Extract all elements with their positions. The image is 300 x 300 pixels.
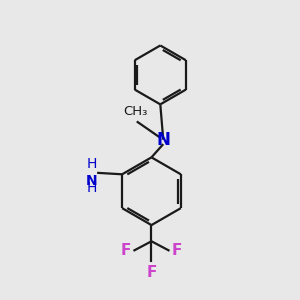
Text: H: H [87,181,97,195]
Text: N: N [156,131,170,149]
Text: F: F [172,243,182,258]
Text: F: F [121,243,131,258]
Text: N: N [86,174,98,188]
Text: F: F [146,266,157,280]
Text: CH₃: CH₃ [123,105,148,118]
Text: H: H [87,157,97,171]
